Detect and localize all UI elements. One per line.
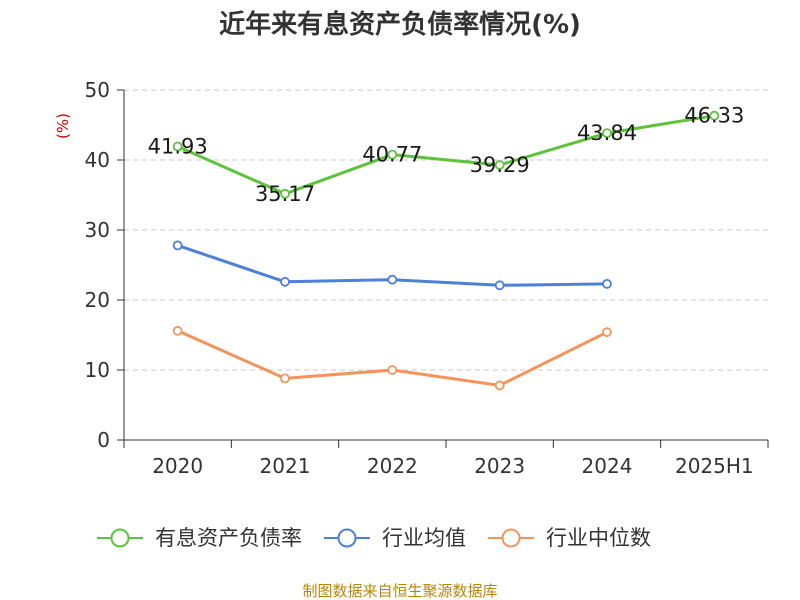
chart-title: 近年来有息资产负债率情况(%)	[219, 9, 581, 40]
data-point	[709, 110, 720, 121]
series-line-2	[177, 329, 608, 387]
data-labels: 41.93 35.17 40.77 39.29 43.84 46.33	[148, 104, 745, 206]
data-label: 35.17	[255, 182, 315, 206]
data-label: 40.77	[362, 143, 422, 167]
y-tick-label: 30	[85, 218, 110, 242]
data-label: 39.29	[470, 153, 530, 177]
data-point	[280, 373, 290, 384]
y-tick-label: 40	[85, 148, 110, 172]
data-point	[602, 278, 612, 289]
data-point	[387, 149, 398, 160]
series-line-0	[177, 114, 715, 196]
data-point	[280, 188, 290, 199]
data-point	[280, 276, 290, 287]
data-point	[602, 128, 612, 139]
data-point	[172, 325, 183, 336]
legend-swatch-marker	[110, 528, 130, 548]
y-axis-unit-label: (%)	[54, 113, 72, 139]
legend: 有息资产负债率 行业均值 行业中位数	[97, 526, 651, 550]
legend-label: 有息资产负债率	[155, 526, 302, 550]
source-note: 制图数据来自恒生聚源数据库	[302, 582, 497, 600]
y-tick-label: 20	[85, 288, 110, 312]
data-point	[172, 240, 183, 251]
grid-lines	[124, 89, 768, 371]
x-tick-label: 2025H1	[675, 454, 754, 478]
legend-swatch-marker	[337, 528, 357, 548]
y-tick-label: 0	[97, 428, 110, 452]
series-lines	[172, 110, 720, 391]
data-point	[172, 141, 183, 152]
legend-label: 行业中位数	[546, 526, 651, 550]
axes: 0 10 20 30 40 50 2020 2021 2022 2023 2024 2025H1	[85, 78, 769, 478]
data-point	[494, 160, 505, 170]
legend-label: 行业均值	[382, 526, 466, 550]
data-label: 41.93	[148, 134, 208, 158]
data-label: 43.84	[577, 121, 637, 145]
data-point	[387, 274, 398, 285]
y-tick-label: 10	[85, 358, 110, 382]
x-tick-label: 2022	[367, 454, 418, 478]
data-point	[602, 327, 612, 338]
data-label: 46.33	[684, 104, 744, 128]
x-tick-label: 2024	[582, 454, 633, 478]
data-point	[494, 280, 505, 291]
x-tick-label: 2020	[152, 454, 203, 478]
legend-swatch-marker	[501, 528, 521, 548]
data-point	[494, 380, 505, 391]
y-tick-label: 50	[85, 78, 110, 102]
x-tick-label: 2023	[474, 454, 525, 478]
data-point	[387, 365, 398, 375]
x-tick-label: 2021	[260, 454, 311, 478]
